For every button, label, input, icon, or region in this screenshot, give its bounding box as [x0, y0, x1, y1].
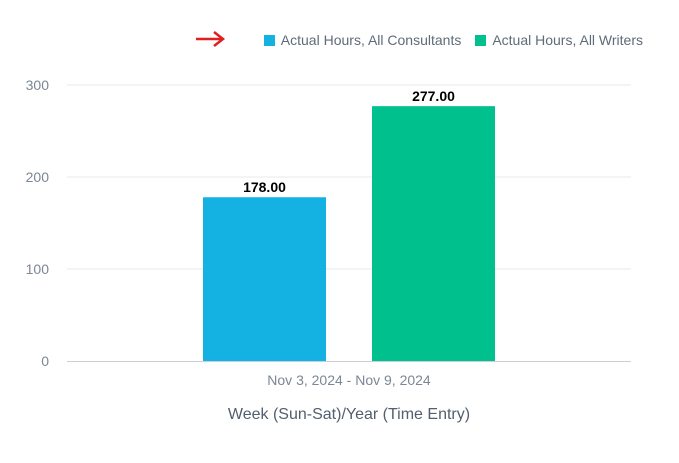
legend-label-writers: Actual Hours, All Writers	[492, 32, 643, 48]
legend-swatch-consultants	[263, 34, 275, 46]
y-tick-label: 200	[26, 169, 50, 185]
data-labels: 178.00 277.00	[243, 88, 455, 195]
bars	[203, 106, 495, 361]
x-tick-label: Nov 3, 2024 - Nov 9, 2024	[267, 372, 431, 388]
chart-legend: Actual Hours, All Consultants Actual Hou…	[263, 32, 643, 48]
data-label-consultants: 178.00	[243, 179, 286, 195]
legend-item-writers[interactable]: Actual Hours, All Writers	[475, 32, 643, 48]
data-label-writers: 277.00	[412, 88, 455, 104]
y-tick-label: 0	[41, 353, 49, 369]
gridlines	[67, 84, 631, 270]
red-arrow-icon	[196, 31, 226, 47]
legend-swatch-writers	[475, 34, 487, 46]
y-tick-label: 300	[26, 77, 50, 93]
y-axis-ticks: 0 100 200 300	[26, 77, 50, 369]
legend-item-consultants[interactable]: Actual Hours, All Consultants	[263, 32, 462, 48]
bar-writers[interactable]	[372, 106, 495, 361]
y-tick-label: 100	[26, 261, 50, 277]
bar-consultants[interactable]	[203, 197, 326, 361]
legend-label-consultants: Actual Hours, All Consultants	[280, 32, 462, 48]
x-axis-title: Week (Sun-Sat)/Year (Time Entry)	[228, 406, 470, 423]
